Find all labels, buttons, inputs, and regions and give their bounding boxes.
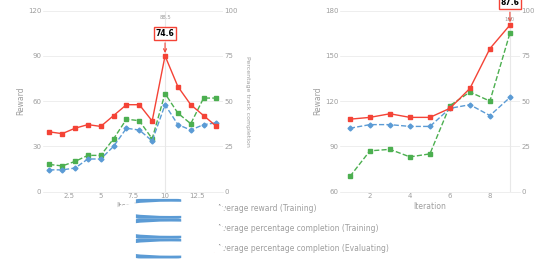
Text: Average reward (Training): Average reward (Training) [217,204,316,213]
Text: 74.6: 74.6 [155,29,174,52]
Y-axis label: Reward: Reward [313,87,322,115]
Circle shape [116,202,226,216]
Circle shape [116,241,226,256]
FancyBboxPatch shape [136,219,181,239]
Text: 88.5: 88.5 [159,15,171,20]
Y-axis label: Percentage track completion: Percentage track completion [245,56,250,147]
Text: 87.6: 87.6 [501,0,519,21]
Circle shape [116,222,226,236]
FancyBboxPatch shape [136,238,181,258]
X-axis label: Iteration: Iteration [413,202,446,211]
Text: Average percentage completion (Training): Average percentage completion (Training) [217,224,378,233]
Text: 100: 100 [505,17,515,22]
Text: Average percentage completion (Evaluating): Average percentage completion (Evaluatin… [217,244,389,253]
X-axis label: Iteration: Iteration [116,202,150,211]
Y-axis label: Reward: Reward [16,87,25,115]
FancyBboxPatch shape [136,199,181,219]
